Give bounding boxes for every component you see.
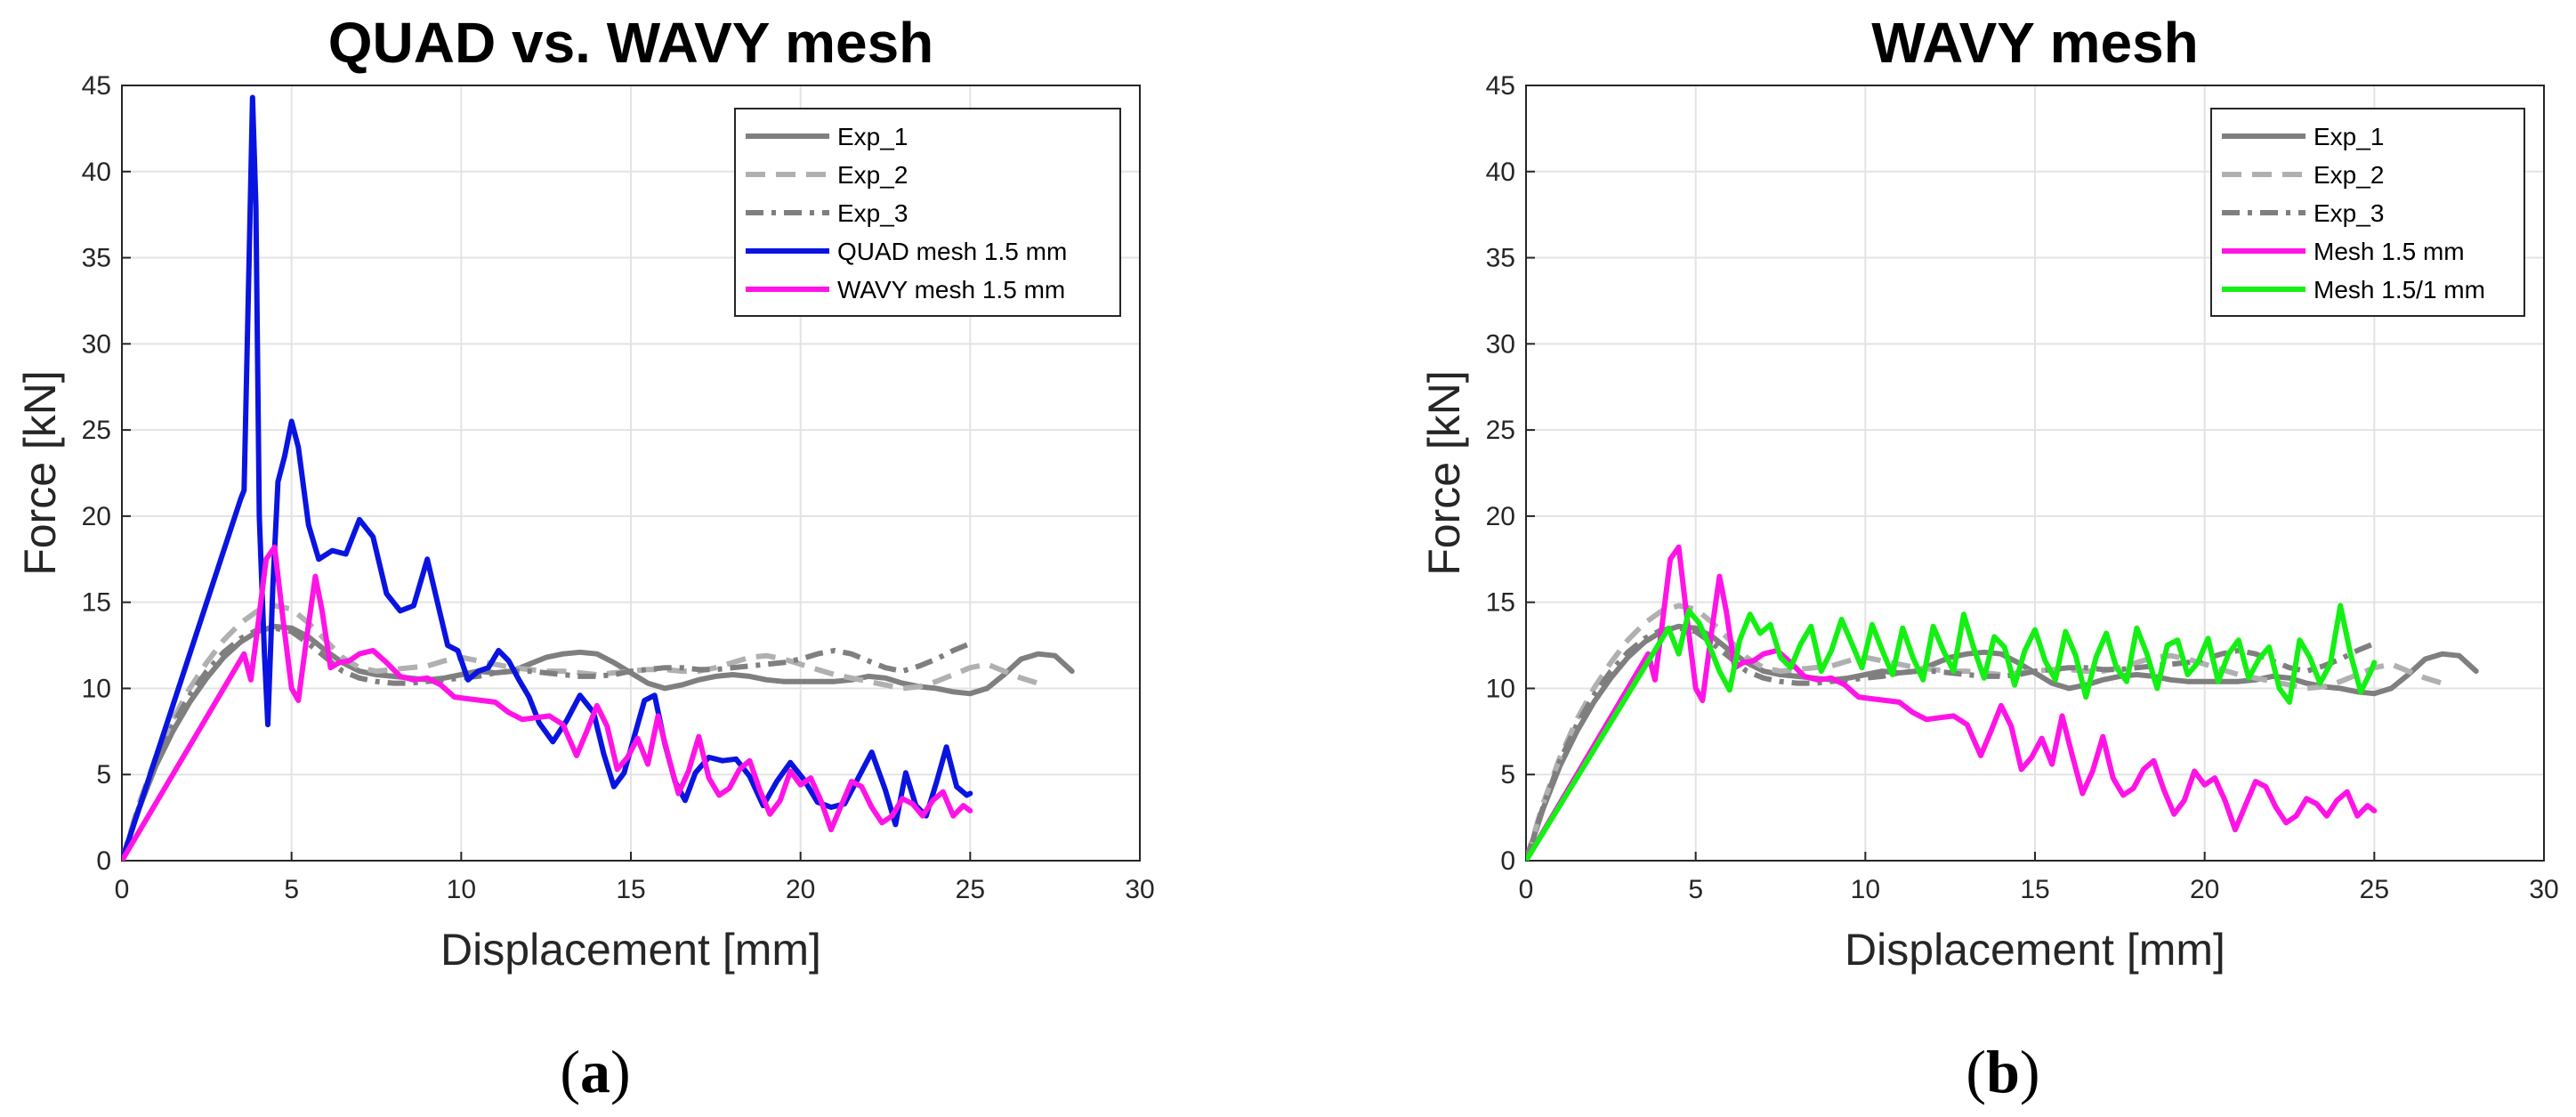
panel-b: WAVY mesh 0 5 10 15 20 25 30 0 5 10 15 20 25 30 35 40 45 D… — [1419, 11, 2559, 1105]
y-tick-label: 15 — [82, 588, 111, 618]
x-tick-label: 10 — [1851, 875, 1880, 904]
series-group — [122, 94, 1075, 861]
x-tick-label: 10 — [447, 875, 476, 904]
y-axis-label: Force [kN] — [15, 370, 65, 576]
y-tick-label: 0 — [1500, 846, 1515, 876]
y-tick-label: 5 — [1500, 760, 1515, 789]
legend-label: Exp_2 — [837, 161, 908, 189]
legend-label: Exp_1 — [837, 123, 908, 150]
x-tick-label: 5 — [1688, 875, 1703, 904]
y-tick-label: 30 — [82, 329, 111, 359]
chart-title: QUAD vs. WAVY mesh — [328, 11, 934, 75]
legend: Exp_1 Exp_2 Exp_3 QUAD mesh 1.5 mm WAVY mesh… — [734, 108, 1121, 317]
legend-label: Exp_1 — [2314, 123, 2384, 150]
legend: Exp_1 Exp_2 Exp_3 Mesh 1.5 mm Mesh 1.5/1 mm — [2210, 108, 2525, 317]
panel-label: (b) — [1966, 1038, 2039, 1105]
y-tick-label: 25 — [82, 416, 111, 445]
legend-label: Mesh 1.5/1 mm — [2314, 276, 2485, 304]
y-tick-label: 10 — [1486, 674, 1515, 703]
legend-label: WAVY mesh 1.5 mm — [837, 276, 1065, 304]
y-tick-label: 35 — [82, 244, 111, 273]
series-line-quad-mesh-1-5-mm — [122, 94, 973, 861]
x-tick-label: 0 — [1519, 875, 1534, 904]
y-tick-label: 20 — [1486, 502, 1515, 531]
panel-a: QUAD vs. WAVY mesh 0 5 10 15 20 25 30 0 5 10 15 20 25… — [15, 11, 1155, 1105]
y-tick-label: 20 — [82, 502, 111, 531]
legend-label: Exp_3 — [837, 199, 908, 227]
x-tick-label: 30 — [1125, 875, 1154, 904]
x-axis-label: Displacement [mm] — [440, 925, 821, 975]
y-tick-label: 45 — [82, 71, 111, 101]
y-tick-label: 0 — [96, 846, 111, 876]
legend-label: Exp_2 — [2314, 161, 2384, 189]
x-tick-label: 20 — [786, 875, 815, 904]
y-axis-label: Force [kN] — [1419, 370, 1469, 576]
y-tick-label: 30 — [1486, 329, 1515, 359]
x-tick-label: 0 — [115, 875, 130, 904]
x-tick-label: 20 — [2190, 875, 2219, 904]
series-line-mesh-1-5-1-mm — [1526, 603, 2378, 861]
x-axis-label: Displacement [mm] — [1845, 925, 2225, 975]
chart-title: WAVY mesh — [1871, 11, 2199, 75]
y-tick-label: 25 — [1486, 416, 1515, 445]
legend-label: QUAD mesh 1.5 mm — [837, 238, 1067, 265]
y-tick-label: 10 — [82, 674, 111, 703]
x-tick-label: 15 — [2020, 875, 2049, 904]
y-tick-label: 45 — [1486, 71, 1515, 101]
y-tick-label: 15 — [1486, 588, 1515, 618]
y-tick-label: 40 — [82, 158, 111, 187]
x-tick-label: 25 — [956, 875, 985, 904]
x-tick-label: 30 — [2529, 875, 2558, 904]
legend-label: Exp_3 — [2314, 199, 2384, 227]
panel-label: (a) — [560, 1038, 630, 1105]
x-tick-label: 25 — [2360, 875, 2389, 904]
series-line-exp-2 — [122, 603, 1039, 861]
x-tick-label: 15 — [616, 875, 645, 904]
y-tick-label: 35 — [1486, 244, 1515, 273]
series-group — [1526, 544, 2479, 861]
x-tick-label: 5 — [284, 875, 299, 904]
series-line-wavy-mesh-1-5-mm — [122, 544, 973, 861]
y-tick-label: 5 — [96, 760, 111, 789]
series-line-mesh-1-5-mm — [1526, 544, 2378, 861]
y-tick-label: 40 — [1486, 158, 1515, 187]
legend-label: Mesh 1.5 mm — [2314, 238, 2465, 265]
